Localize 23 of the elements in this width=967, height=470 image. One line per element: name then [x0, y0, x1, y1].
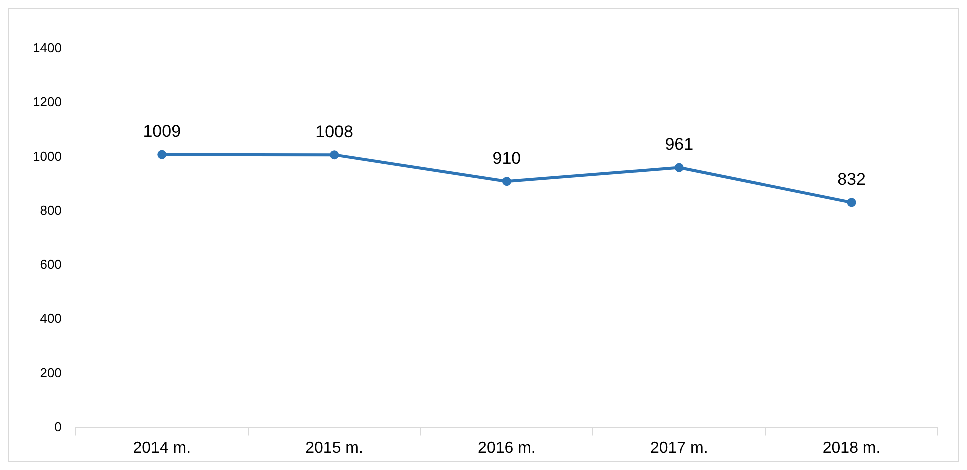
- y-tick-label: 400: [40, 311, 62, 326]
- y-tick-label: 1000: [33, 148, 62, 164]
- x-tick-label: 2014 m.: [133, 440, 192, 457]
- data-label: 910: [492, 148, 522, 168]
- point: [330, 150, 340, 160]
- point: [847, 198, 856, 208]
- data-label: 1008: [316, 122, 354, 142]
- data-label: 832: [838, 170, 866, 189]
- x-tick-label: 2018 m.: [822, 440, 881, 457]
- point: [158, 150, 167, 160]
- y-tick-label: 600: [40, 257, 62, 272]
- y-tick-label: 0: [54, 419, 62, 434]
- data-label: 1009: [143, 122, 182, 141]
- point: [502, 177, 512, 186]
- x-tick-label: 2016 m.: [478, 440, 536, 457]
- y-tick-label: 1200: [33, 94, 62, 110]
- y-tick-label: 800: [40, 202, 62, 218]
- y-tick-label: 200: [40, 365, 62, 380]
- point: [674, 163, 684, 172]
- y-tick-label: 1400: [33, 40, 62, 56]
- x-tick-label: 2017 m.: [650, 440, 708, 457]
- x-tick-label: 2015 m.: [306, 440, 364, 457]
- data-label: 961: [665, 134, 694, 154]
